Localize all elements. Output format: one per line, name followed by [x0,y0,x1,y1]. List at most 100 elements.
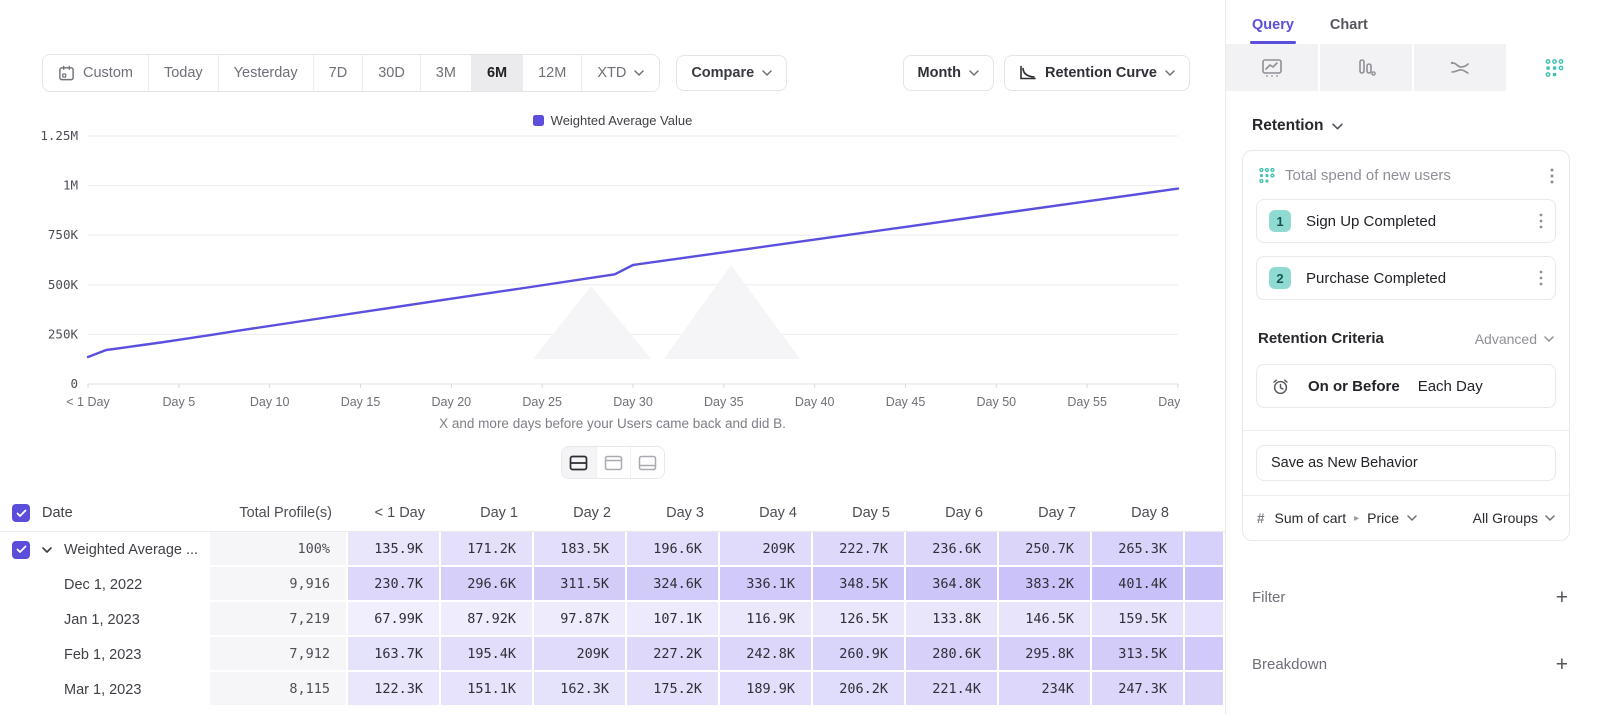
compare-button[interactable]: Compare [676,55,787,91]
retention-value-cell[interactable]: 183.5K [534,532,627,567]
split-view-button[interactable] [562,447,596,478]
retention-value-cell[interactable]: 67.99K [348,602,441,637]
retention-value-cell[interactable]: 175.2K [627,672,720,707]
retention-value-cell[interactable]: 280.6K [906,637,999,672]
granularity-button[interactable]: Month [903,55,994,91]
retention-section-dropdown[interactable]: Retention [1252,117,1600,135]
retention-value-cell[interactable]: 151.1K [441,672,534,707]
retention-value-cell[interactable]: 133.8K [906,602,999,637]
retention-value-cell[interactable]: 311.5K [534,567,627,602]
retention-value-cell[interactable]: 236.6K [906,532,999,567]
tab-query[interactable]: Query [1252,17,1294,44]
retention-value-cell[interactable]: 87.92K [441,602,534,637]
retention-value-cell[interactable]: 234K [999,672,1092,707]
retention-value-cell-partial[interactable] [1185,672,1225,707]
retention-value-cell-partial[interactable] [1185,567,1225,602]
retention-value-cell[interactable]: 222.7K [813,532,906,567]
retention-value-cell[interactable]: 296.6K [441,567,534,602]
flow-chart-type-button[interactable] [1414,44,1508,91]
date-range-label: 30D [378,65,405,81]
retention-value-cell[interactable]: 250.7K [999,532,1092,567]
date-range-custom[interactable]: Custom [43,55,148,91]
line-chart-type-button[interactable] [1226,44,1320,91]
select-all-checkbox[interactable] [12,504,30,522]
tab-chart[interactable]: Chart [1330,17,1368,44]
retention-value-cell[interactable]: 135.9K [348,532,441,567]
retention-value-cell[interactable]: 247.3K [1092,672,1185,707]
add-filter-button[interactable]: + [1556,587,1568,608]
step-menu-button[interactable] [1539,270,1543,286]
retention-value-cell[interactable]: 383.2K [999,567,1092,602]
date-range-7d[interactable]: 7D [313,55,363,91]
retention-chart-type-button[interactable] [1508,44,1600,91]
behavior-menu-button[interactable] [1550,168,1554,184]
retention-value-cell[interactable]: 209K [720,532,813,567]
retention-value-cell[interactable]: 206.2K [813,672,906,707]
retention-value-cell[interactable]: 230.7K [348,567,441,602]
step-menu-button[interactable] [1539,213,1543,229]
total-profiles-cell: 8,115 [210,672,348,707]
date-range-yesterday[interactable]: Yesterday [218,55,313,91]
retention-value-cell[interactable]: 126.5K [813,602,906,637]
retention-value-cell-partial[interactable] [1185,532,1225,567]
row-expand-chevron-icon[interactable] [42,547,52,553]
retention-value-cell[interactable]: 401.4K [1092,567,1185,602]
groups-dropdown[interactable]: All Groups [1473,510,1555,526]
date-range-6m[interactable]: 6M [471,55,522,91]
retention-value-cell[interactable]: 295.8K [999,637,1092,672]
row-checkbox[interactable] [12,541,30,559]
date-range-12m[interactable]: 12M [522,55,581,91]
retention-value-cell[interactable]: 242.8K [720,637,813,672]
chart-only-view-button[interactable] [596,447,630,478]
save-as-new-behavior-button[interactable]: Save as New Behavior [1256,445,1556,481]
retention-value-cell[interactable]: 122.3K [348,672,441,707]
retention-value-cell[interactable]: 107.1K [627,602,720,637]
chevron-down-icon [762,70,772,76]
retention-value-cell[interactable]: 348.5K [813,567,906,602]
retention-value-cell-partial[interactable] [1185,602,1225,637]
retention-value-cell[interactable]: 313.5K [1092,637,1185,672]
date-range-label: XTD [597,65,626,81]
retention-value-cell[interactable]: 162.3K [534,672,627,707]
retention-value-cell[interactable]: 336.1K [720,567,813,602]
retention-value-cell[interactable]: 227.2K [627,637,720,672]
retention-value-cell[interactable]: 163.7K [348,637,441,672]
date-range-xtd[interactable]: XTD [581,55,659,91]
retention-value-cell[interactable]: 324.6K [627,567,720,602]
retention-value-cell-partial[interactable] [1185,637,1225,672]
numeric-property-icon: # [1257,511,1265,526]
table-only-view-button[interactable] [630,447,664,478]
retention-value-cell[interactable]: 159.5K [1092,602,1185,637]
date-range-3m[interactable]: 3M [420,55,471,91]
retention-value-cell[interactable]: 221.4K [906,672,999,707]
chart-legend-item[interactable]: Weighted Average Value [0,113,1225,128]
add-breakdown-button[interactable]: + [1556,654,1568,675]
criteria-mode-dropdown[interactable]: Advanced [1475,331,1554,347]
retention-value-cell[interactable]: 171.2K [441,532,534,567]
bar-chart-type-button[interactable] [1320,44,1414,91]
row-label: Mar 1, 2023 [64,682,141,698]
chart-style-button[interactable]: Retention Curve [1004,55,1190,91]
retention-value-cell[interactable]: 260.9K [813,637,906,672]
retention-value-cell[interactable]: 146.5K [999,602,1092,637]
chevron-down-icon [969,70,979,76]
date-range-today[interactable]: Today [148,55,218,91]
behavior-step-sign-up-completed[interactable]: 1 Sign Up Completed [1256,199,1556,243]
criteria-condition-row[interactable]: On or Before Each Day [1256,364,1556,408]
date-range-label: Today [164,65,203,81]
retention-value-cell[interactable]: 196.6K [627,532,720,567]
retention-value-cell[interactable]: 195.4K [441,637,534,672]
retention-value-cell[interactable]: 265.3K [1092,532,1185,567]
retention-value-cell[interactable]: 116.9K [720,602,813,637]
date-range-label: Custom [83,65,133,81]
svg-text:Day 35: Day 35 [704,395,744,409]
retention-value-cell[interactable]: 364.8K [906,567,999,602]
measure-property-dropdown[interactable]: Sum of cart ▸ Price [1275,510,1418,526]
bar-chart-icon [1356,58,1376,78]
view-toggles [0,446,1225,479]
retention-value-cell[interactable]: 97.87K [534,602,627,637]
date-range-30d[interactable]: 30D [362,55,420,91]
retention-value-cell[interactable]: 189.9K [720,672,813,707]
retention-value-cell[interactable]: 209K [534,637,627,672]
behavior-step-purchase-completed[interactable]: 2 Purchase Completed [1256,256,1556,300]
